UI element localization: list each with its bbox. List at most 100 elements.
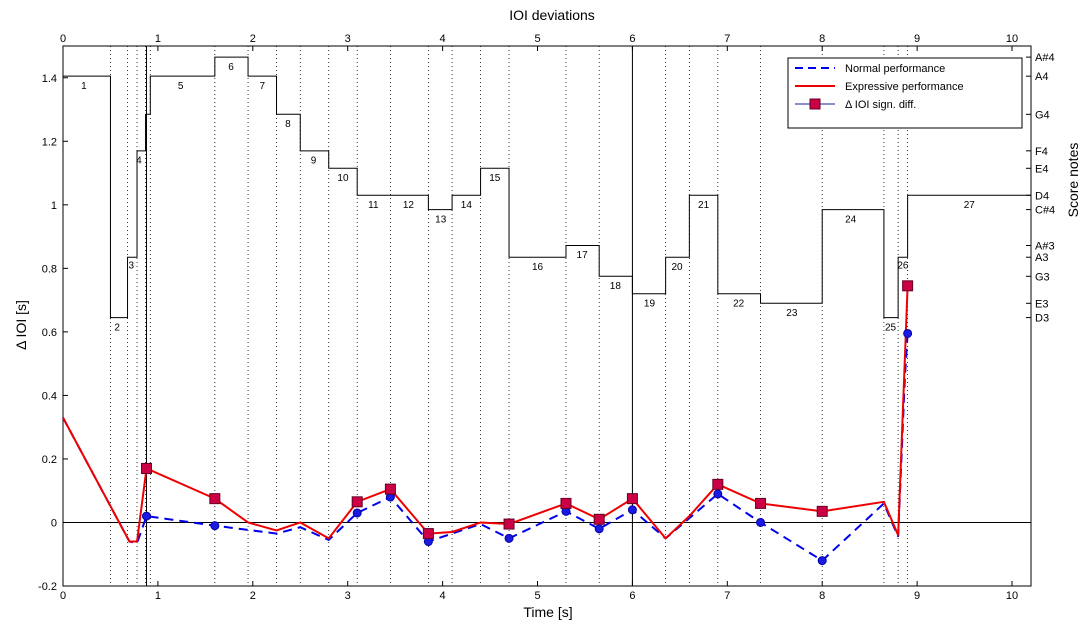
- note-number-label: 11: [368, 200, 379, 211]
- note-number-label: 9: [311, 156, 317, 167]
- note-number-label: 24: [845, 214, 857, 225]
- note-number-label: 15: [489, 173, 501, 184]
- sig-diff-marker: [422, 528, 434, 540]
- y-tick-label: -0.2: [38, 581, 57, 593]
- legend-normal-label: Normal performance: [845, 63, 945, 75]
- note-number-label: 19: [644, 298, 656, 309]
- chart-title: IOI deviations: [509, 7, 595, 23]
- x-tick-label-top: 8: [819, 33, 825, 45]
- note-number-label: 5: [178, 81, 184, 92]
- score-note-label: A#3: [1035, 240, 1055, 252]
- note-number-label: 23: [786, 308, 798, 319]
- note-number-label: 2: [114, 322, 120, 333]
- sig-diff-marker: [902, 280, 914, 292]
- x-tick-label: 8: [819, 590, 825, 602]
- x-tick-label-top: 6: [629, 33, 635, 45]
- x-tick-label: 7: [724, 590, 730, 602]
- x-tick-label: 0: [60, 590, 66, 602]
- y-tick-label: 0: [51, 517, 57, 529]
- normal-sig-point: [142, 511, 152, 521]
- legend-box: [787, 57, 1023, 129]
- note-number-label: 26: [897, 260, 909, 271]
- x-tick-label-top: 9: [914, 33, 920, 45]
- normal-sig-point: [713, 489, 723, 499]
- normal-sig-point: [627, 505, 637, 515]
- normal-sig-point: [352, 508, 362, 518]
- score-note-label: G4: [1035, 109, 1050, 121]
- x-tick-label-top: 0: [60, 33, 66, 45]
- sig-diff-marker: [384, 483, 396, 495]
- sig-diff-marker: [351, 496, 363, 508]
- note-number-label: 14: [461, 200, 473, 211]
- sig-diff-marker: [755, 497, 767, 509]
- y-tick-label: 0.8: [42, 263, 57, 275]
- score-note-label: D3: [1035, 313, 1049, 325]
- note-number-label: 22: [733, 298, 745, 309]
- sig-diff-marker: [816, 505, 828, 517]
- note-number-label: 4: [136, 156, 142, 167]
- x-tick-label-top: 5: [534, 33, 540, 45]
- axes-box: [62, 45, 1032, 587]
- x-tick-label-top: 1: [155, 33, 161, 45]
- plot-area: 001122334455667788991010-0.200.20.40.60.…: [38, 33, 1055, 602]
- sig-diff-marker: [503, 518, 515, 530]
- expressive-performance-line: [62, 285, 909, 543]
- normal-sig-point: [817, 556, 827, 566]
- note-number-label: 13: [435, 214, 447, 225]
- note-number-label: 10: [337, 173, 349, 184]
- note-number-label: 3: [129, 260, 135, 271]
- normal-sig-point: [594, 524, 604, 534]
- note-number-label: 1: [81, 81, 87, 92]
- x-tick-label-top: 7: [724, 33, 730, 45]
- legend-sigdiff-label: Δ IOI sign. diff.: [845, 99, 916, 111]
- normal-sig-point: [903, 328, 913, 338]
- normal-sig-point: [756, 517, 766, 527]
- y-tick-label: 0.2: [42, 454, 57, 466]
- normal-sig-point: [210, 521, 220, 531]
- score-note-label: G3: [1035, 271, 1050, 283]
- sig-diff-marker: [560, 497, 572, 509]
- score-note-label: F4: [1035, 146, 1048, 158]
- x-tick-label-top: 3: [345, 33, 351, 45]
- note-number-label: 27: [964, 200, 976, 211]
- sig-diff-marker: [712, 478, 724, 490]
- score-note-label: D4: [1035, 190, 1049, 202]
- x-tick-label: 2: [250, 590, 256, 602]
- note-number-label: 12: [403, 200, 415, 211]
- note-number-label: 7: [260, 81, 266, 92]
- x-tick-label-top: 10: [1006, 33, 1018, 45]
- legend-sigdiff-marker: [809, 98, 821, 110]
- note-number-label: 18: [610, 281, 622, 292]
- sig-diff-marker: [141, 462, 153, 474]
- score-step-line: [63, 56, 1031, 319]
- y-axis-label: Δ IOI [s]: [13, 300, 29, 350]
- x-tick-label: 1: [155, 590, 161, 602]
- x-tick-label-top: 4: [440, 33, 446, 45]
- normal-sig-point: [504, 533, 514, 543]
- x-tick-label: 4: [440, 590, 446, 602]
- x-tick-label: 3: [345, 590, 351, 602]
- score-note-label: A3: [1035, 252, 1048, 264]
- x-tick-label: 6: [629, 590, 635, 602]
- x-tick-label: 10: [1006, 590, 1018, 602]
- score-note-label: A4: [1035, 71, 1048, 83]
- note-number-label: 8: [285, 119, 291, 130]
- note-number-label: 16: [532, 262, 544, 273]
- sig-diff-marker: [593, 513, 605, 525]
- score-notes-axis-label: Score notes: [1065, 143, 1081, 218]
- legend: Normal performance Expressive performanc…: [787, 57, 1023, 129]
- x-axis-label: Time [s]: [523, 604, 572, 620]
- y-tick-label: 1: [51, 200, 57, 212]
- score-note-label: E3: [1035, 298, 1048, 310]
- score-note-label: E4: [1035, 163, 1048, 175]
- x-tick-label: 5: [534, 590, 540, 602]
- sig-diff-marker: [626, 493, 638, 505]
- y-tick-label: 1.4: [42, 73, 57, 85]
- note-number-label: 21: [698, 200, 710, 211]
- x-tick-label-top: 2: [250, 33, 256, 45]
- legend-expressive-label: Expressive performance: [845, 81, 964, 93]
- note-number-label: 25: [885, 322, 897, 333]
- y-tick-label: 1.2: [42, 136, 57, 148]
- score-note-label: A#4: [1035, 52, 1055, 64]
